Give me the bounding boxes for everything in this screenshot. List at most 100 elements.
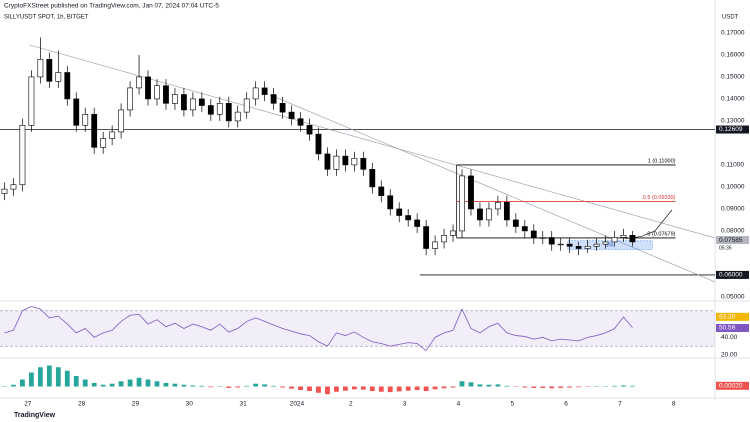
- projection: [625, 209, 673, 239]
- x-tick-label: 7: [618, 401, 622, 408]
- x-tick-label: 30: [186, 401, 194, 408]
- macd-bar: [55, 367, 61, 387]
- candle-body: [432, 241, 439, 249]
- macd-bar: [199, 385, 205, 387]
- macd-bar: [576, 386, 582, 388]
- macd-bar: [441, 386, 447, 389]
- candle-body: [261, 87, 268, 95]
- candle-body: [154, 85, 160, 100]
- macd-bar: [73, 376, 79, 387]
- macd-bar: [369, 386, 375, 392]
- macd-bar: [253, 383, 259, 387]
- macd-bar: [468, 382, 474, 387]
- y-tick-label: 0.13000: [721, 118, 745, 125]
- candle-body: [477, 208, 483, 221]
- macd-bar: [235, 386, 241, 388]
- candle-body: [503, 202, 510, 221]
- candle-body: [118, 109, 125, 133]
- candle-body: [333, 155, 340, 170]
- macd-bar: [298, 386, 303, 390]
- macd-bar: [226, 386, 232, 388]
- trendline: [269, 94, 716, 283]
- macd-bar: [486, 384, 492, 387]
- y-tick-label: 0.16000: [721, 52, 745, 59]
- macd-bar: [459, 381, 465, 387]
- candle-body: [216, 103, 223, 115]
- candle-body: [1, 188, 8, 194]
- macd-bar: [289, 386, 294, 389]
- x-tick-label: 31: [240, 401, 248, 408]
- candle-body: [494, 202, 501, 210]
- price-label-sub: 05:35: [719, 245, 732, 251]
- y-tick-label: 0.15000: [721, 74, 745, 81]
- candle-body: [360, 158, 367, 170]
- candle-body: [19, 125, 26, 186]
- candle-body: [521, 226, 528, 232]
- y-tick-label: 40.00: [721, 334, 738, 341]
- macd-bar: [531, 386, 537, 388]
- macd-bar: [630, 385, 635, 387]
- macd-bar: [477, 384, 483, 387]
- price-label-box: [716, 125, 749, 134]
- candle-body: [342, 155, 349, 166]
- currency: USDT: [722, 15, 739, 21]
- candle-body: [629, 235, 636, 243]
- macd-bar: [172, 383, 178, 387]
- macd-bar: [91, 383, 97, 387]
- candle-body: [288, 111, 295, 120]
- macd-bar: [11, 384, 16, 387]
- logo: TradingView: [14, 412, 56, 419]
- macd-bar: [37, 367, 43, 387]
- price-label: 50.59: [719, 325, 736, 332]
- candle-body: [252, 87, 259, 100]
- candle-body: [10, 184, 17, 190]
- macd-bar: [307, 386, 312, 392]
- macd-bar: [145, 379, 151, 387]
- macd-bar: [154, 381, 160, 387]
- price-label: 0.12609: [719, 126, 743, 133]
- fib-label: 0 (0.07679): [647, 231, 675, 237]
- candle-body: [100, 138, 107, 148]
- x-tick-label: 29: [132, 401, 140, 408]
- y-tick-label: 0.05000: [721, 294, 745, 301]
- candle-body: [234, 111, 241, 122]
- macd-bar: [621, 385, 626, 387]
- candle-body: [225, 103, 232, 122]
- macd-bar: [504, 385, 510, 387]
- macd-bar: [414, 386, 420, 390]
- macd-bar: [127, 379, 133, 387]
- y-tick-label: 0.11000: [721, 162, 744, 169]
- macd-bar: [181, 384, 187, 387]
- macd-bar: [405, 386, 411, 391]
- candle-body: [584, 246, 591, 249]
- macd-bar: [342, 386, 348, 391]
- candle-body: [557, 243, 564, 246]
- price-label: 0.06000: [719, 272, 743, 279]
- candle-body: [163, 85, 169, 104]
- candle-body: [620, 235, 627, 238]
- macd-bar: [396, 386, 402, 392]
- candle-body: [593, 243, 600, 247]
- y-tick-label: 0.08000: [721, 228, 745, 235]
- candle-body: [270, 94, 277, 104]
- candle-body: [423, 226, 430, 249]
- price-label-box: [716, 270, 749, 279]
- macd-bar: [244, 385, 250, 387]
- candle-body: [172, 94, 178, 104]
- x-tick-label: 2: [349, 401, 353, 408]
- macd-bar: [522, 386, 528, 388]
- candle-body: [136, 76, 142, 89]
- candle-body: [441, 235, 447, 243]
- candle-body: [207, 105, 214, 115]
- candle-body: [512, 219, 519, 227]
- candle-body: [243, 98, 250, 113]
- y-tick-label: 0.09000: [721, 206, 745, 213]
- macd-bar: [387, 386, 393, 393]
- macd-bar: [432, 386, 438, 390]
- macd-bar: [20, 379, 25, 387]
- macd-bar: [271, 385, 277, 387]
- candle-body: [387, 195, 394, 210]
- candle-body: [378, 186, 385, 197]
- macd-bar: [334, 386, 339, 392]
- macd-bar: [378, 386, 384, 392]
